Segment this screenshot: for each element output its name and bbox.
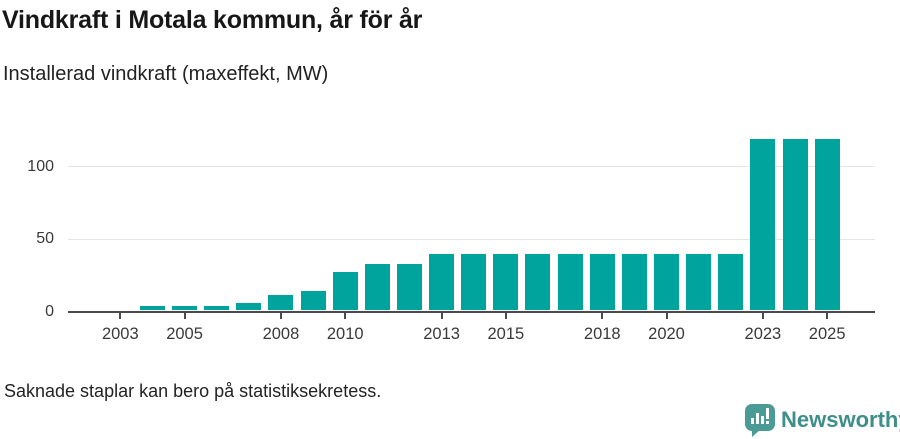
bar-2005 — [172, 306, 198, 311]
x-tick-2003 — [119, 313, 122, 319]
x-tick-label-2015: 2015 — [487, 325, 525, 343]
x-tick-label-2003: 2003 — [101, 325, 139, 343]
x-tick-label-2018: 2018 — [583, 325, 621, 343]
x-tick-2025 — [826, 313, 829, 319]
y-tick-label-50: 50 — [36, 230, 54, 248]
bar-2020 — [654, 253, 679, 311]
x-tick-label-2005: 2005 — [166, 325, 203, 343]
x-tick-label-2010: 2010 — [326, 325, 364, 343]
bar-2014 — [461, 253, 487, 311]
x-tick-2010 — [344, 313, 347, 319]
bar-2007 — [236, 302, 262, 311]
logo-mini-bar-1 — [751, 418, 754, 424]
x-tick-2023 — [761, 313, 764, 319]
footnote: Saknade staplar kan bero på statistiksek… — [4, 381, 382, 401]
bar-2006 — [204, 306, 230, 311]
bar-2015 — [493, 253, 519, 311]
bar-2008 — [268, 294, 294, 311]
x-tick-label-2023: 2023 — [744, 325, 782, 343]
bar-2021 — [686, 253, 712, 311]
logo-bubble-tail — [752, 429, 761, 437]
x-tick-2008 — [279, 313, 282, 319]
x-tick-2018 — [601, 313, 604, 319]
newsworthy-logo-text: Newsworthy — [781, 407, 900, 432]
bar-2025 — [814, 138, 840, 311]
logo-mini-bar-2 — [756, 413, 759, 424]
bar-2022 — [718, 253, 744, 311]
x-tick-2005 — [183, 313, 186, 319]
x-tick-2015 — [504, 313, 507, 319]
x-tick-label-2013: 2013 — [423, 325, 460, 343]
bar-2010 — [332, 272, 358, 311]
x-tick-label-2025: 2025 — [808, 325, 846, 343]
logo-bubble-shape — [745, 404, 775, 431]
logo-exclamation-dot — [766, 421, 769, 424]
y-tick-label-0: 0 — [45, 302, 54, 320]
bar-2004 — [139, 306, 165, 311]
x-tick-label-2020: 2020 — [648, 325, 685, 343]
bar-2011 — [364, 264, 390, 311]
gridline-100 — [68, 166, 875, 168]
logo-exclamation-bar — [766, 408, 769, 419]
x-axis-line — [68, 310, 875, 313]
x-tick-label-2008: 2008 — [262, 325, 300, 343]
bar-2019 — [621, 253, 647, 311]
chart-subtitle: Installerad vindkraft (maxeffekt, MW) — [3, 63, 329, 85]
bar-2017 — [557, 253, 583, 311]
bar-2009 — [300, 290, 326, 311]
bar-2018 — [589, 253, 615, 311]
chart-title: Vindkraft i Motala kommun, år för år — [2, 6, 423, 34]
gridline-50 — [68, 238, 875, 240]
x-tick-2013 — [440, 313, 443, 319]
newsworthy-bubble-chart-icon — [744, 402, 776, 438]
bar-2013 — [429, 253, 455, 311]
y-tick-label-100: 100 — [27, 157, 54, 175]
logo-mini-bar-3 — [761, 416, 764, 424]
bar-2024 — [782, 138, 808, 311]
bar-2012 — [396, 264, 422, 311]
newsworthy-logo[interactable]: Newsworthy — [744, 401, 900, 439]
bar-2016 — [525, 253, 551, 311]
x-tick-2020 — [665, 313, 668, 319]
bar-2023 — [750, 138, 776, 311]
